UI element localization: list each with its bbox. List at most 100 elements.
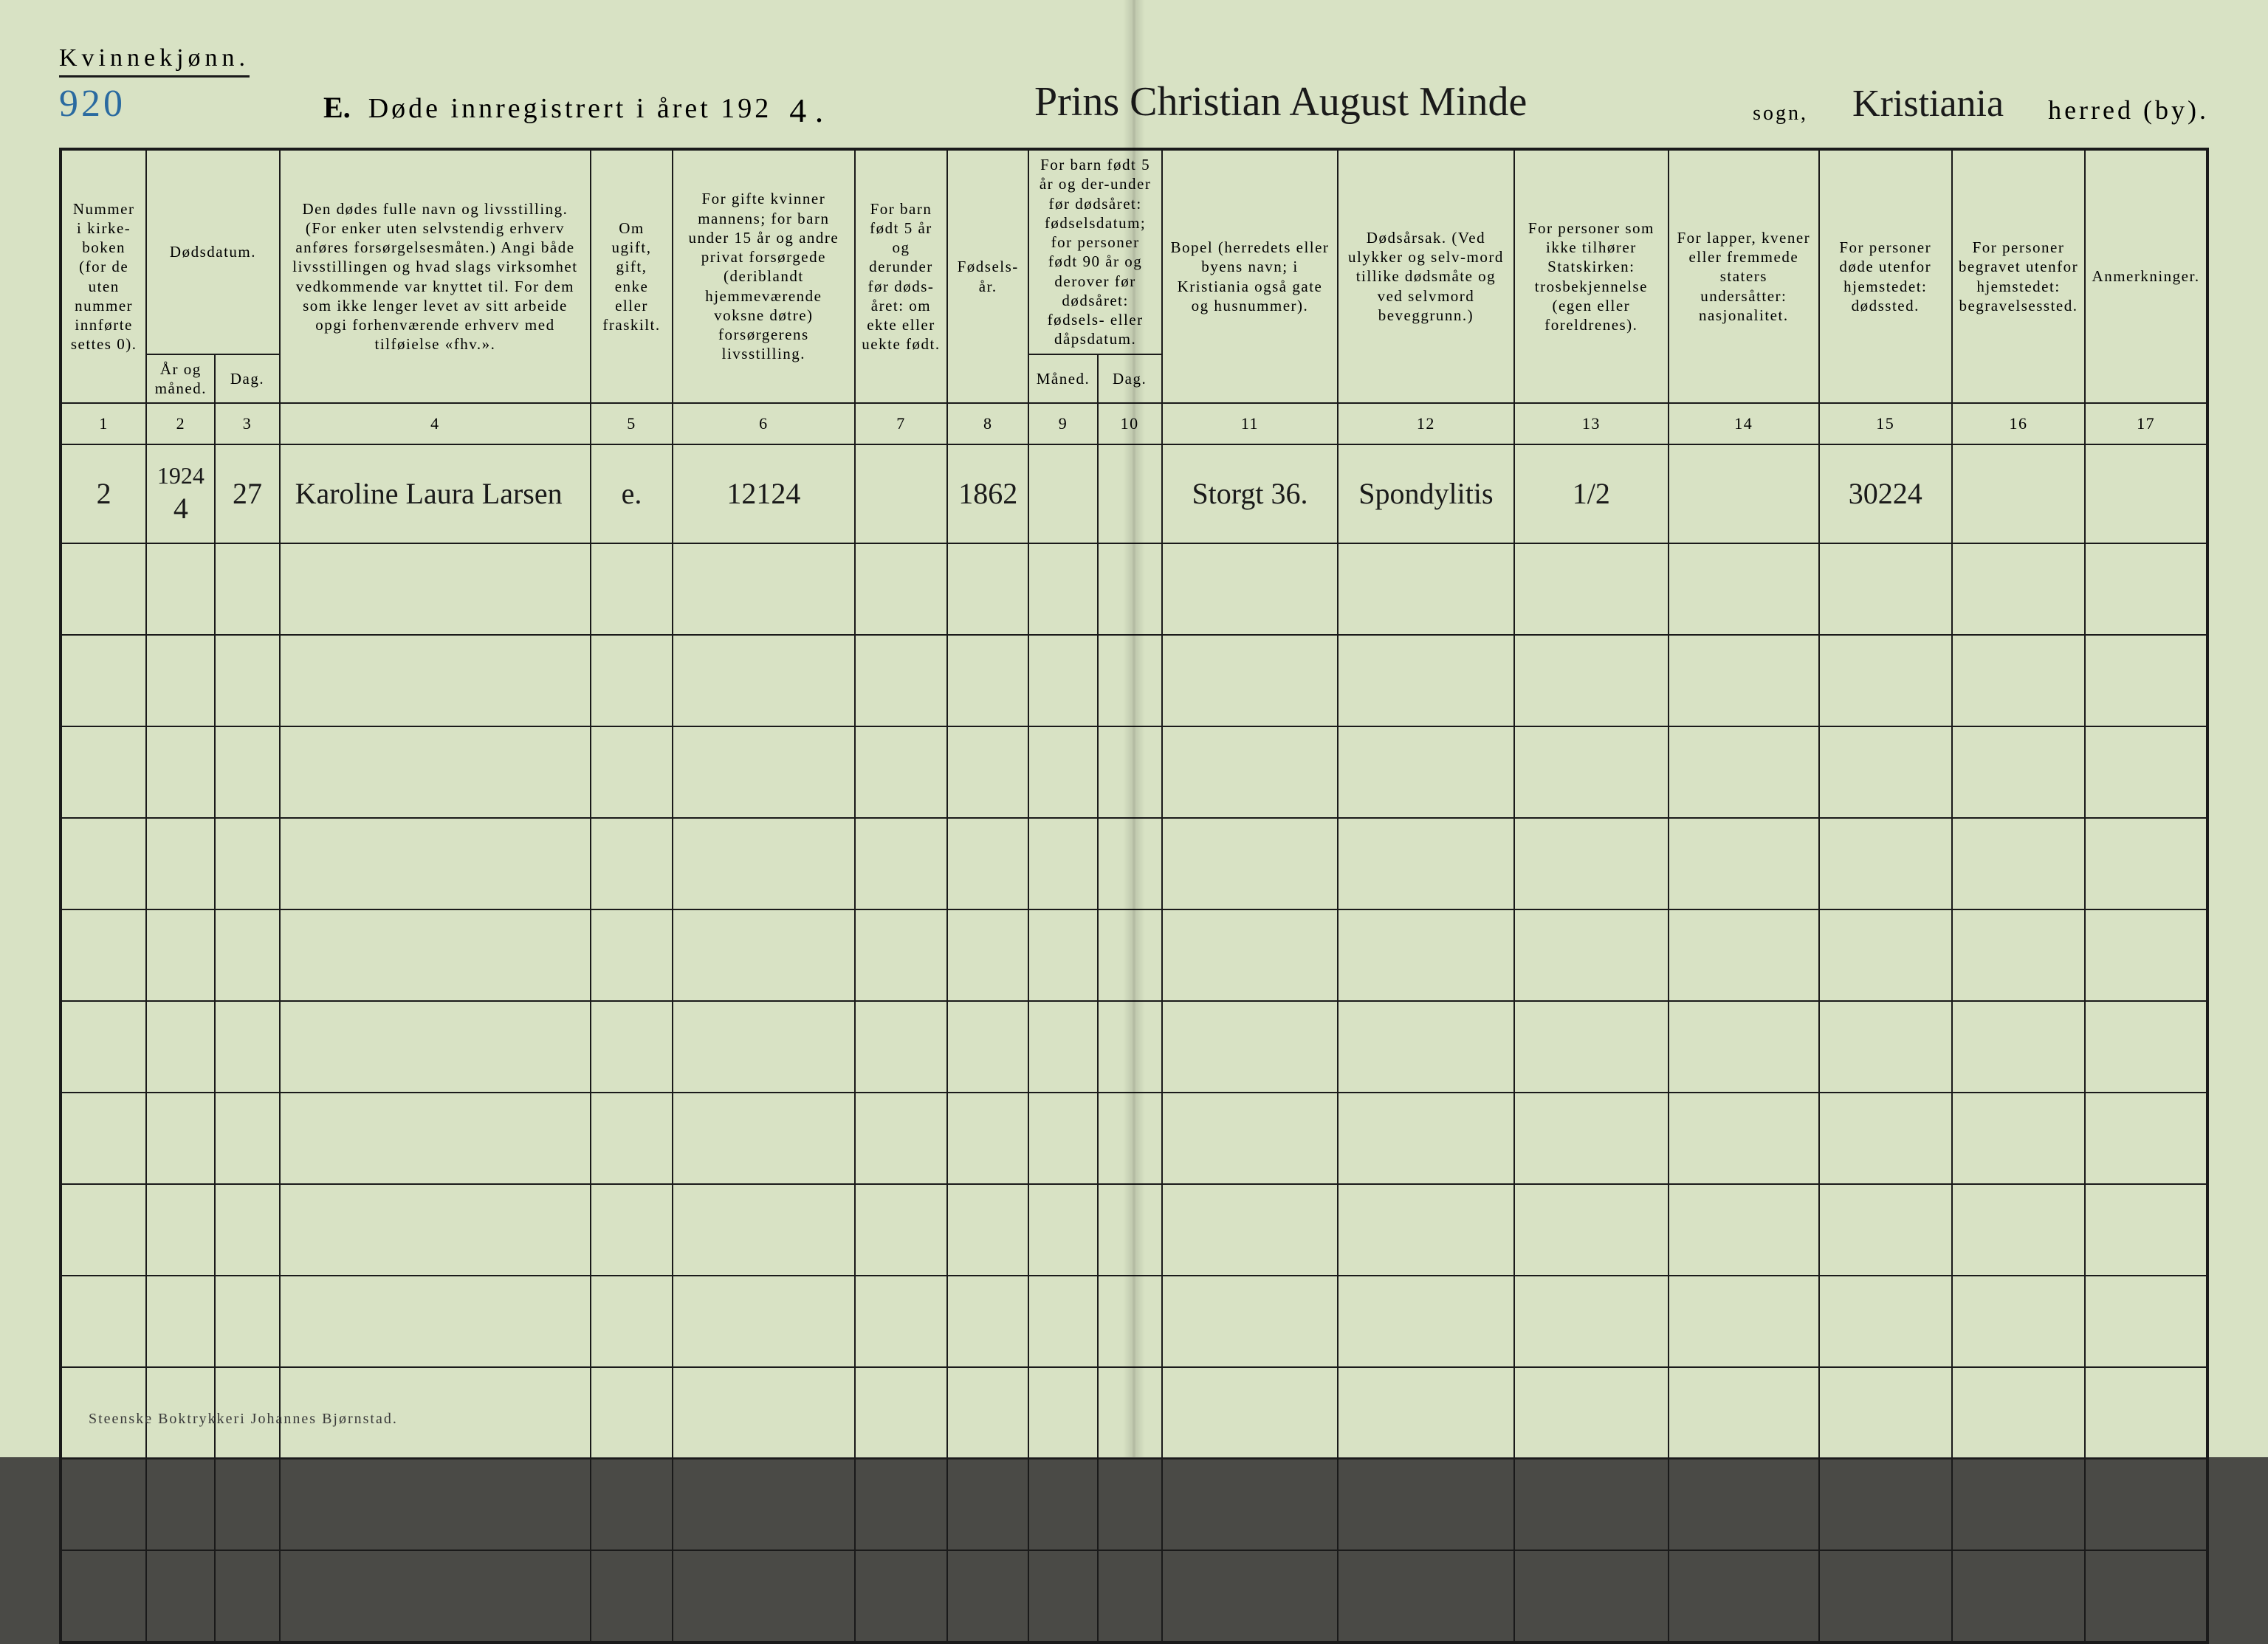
cell-empty [61,818,146,909]
col-header-faith: For personer som ikke tilhører Statskirk… [1514,149,1669,403]
cell-empty [855,1276,947,1367]
cell-empty [1819,1184,1952,1276]
cell-empty [591,1459,673,1550]
col-header-residence: Bopel (herredets eller byens navn; i Kri… [1162,149,1338,403]
cell-empty [1338,1550,1513,1643]
page-number: 920 [59,82,126,125]
table-row [61,818,2207,909]
cell-empty [1338,543,1513,635]
cell-empty [1514,1001,1669,1093]
cell-death-day: 27 [215,444,279,543]
document-page: Kvinnekjønn. 920 E. Døde innregistrert i… [0,0,2268,1457]
cell-empty [1669,818,1819,909]
cell-empty [215,1550,279,1643]
parish-name: Prins Christian August Minde [853,78,1708,125]
cell-number: 2 [61,444,146,543]
column-number: 14 [1669,403,1819,444]
cell-empty [1098,726,1162,818]
col-header-birth-day: Dag. [1098,354,1162,404]
col-header-legit: For barn født 5 år og derunder før døds-… [855,149,947,403]
cell-empty [1514,909,1669,1001]
cell-empty [61,1459,146,1550]
cell-remarks [2085,444,2207,543]
cell-empty [855,1001,947,1093]
cell-empty [146,1184,215,1276]
column-number: 11 [1162,403,1338,444]
cell-empty [146,543,215,635]
cell-empty [947,818,1029,909]
table-row [61,909,2207,1001]
cell-empty [1028,635,1097,726]
cell-empty [1514,1184,1669,1276]
cell-empty [1028,543,1097,635]
cell-empty [215,1184,279,1276]
cell-empty [146,1550,215,1643]
cell-empty [215,543,279,635]
cell-empty [947,1001,1029,1093]
cell-empty [2085,818,2207,909]
cell-empty [1952,635,2085,726]
cell-empty [146,1276,215,1367]
cell-birthyear: 1862 [947,444,1029,543]
cell-empty [146,726,215,818]
cell-empty [61,543,146,635]
cell-empty [280,1459,591,1550]
col-header-death-yearmonth: År og måned. [146,354,215,404]
cell-empty [1338,1001,1513,1093]
cell-empty [1098,1276,1162,1367]
cell-empty [215,1001,279,1093]
table-row [61,1001,2207,1093]
cell-empty [61,726,146,818]
cell-empty [1819,1001,1952,1093]
cell-empty [146,818,215,909]
cell-empty [1028,1093,1097,1184]
cell-empty [61,1184,146,1276]
col-header-number: Nummer i kirke-boken (for de uten nummer… [61,149,146,403]
cell-empty [1669,1001,1819,1093]
cell-empty [1098,909,1162,1001]
cell-empty [2085,635,2207,726]
cell-empty [1669,1367,1819,1459]
cell-empty [1952,1550,2085,1643]
cell-empty [1669,1459,1819,1550]
gender-block: Kvinnekjønn. 920 [59,44,250,125]
cell-empty [947,543,1029,635]
cell-empty [1028,1550,1097,1643]
cell-empty [2085,1093,2207,1184]
cell-empty [1819,543,1952,635]
cell-empty [947,1550,1029,1643]
cell-empty [1669,909,1819,1001]
cell-empty [1098,1459,1162,1550]
cell-empty [1162,1550,1338,1643]
cell-empty [1098,543,1162,635]
cell-empty [673,1550,855,1643]
cell-residence: Storgt 36. [1162,444,1338,543]
page-header: Kvinnekjønn. 920 E. Døde innregistrert i… [59,44,2209,125]
column-number: 16 [1952,403,2085,444]
cell-death-month: 19244 [146,444,215,543]
cell-empty [1514,1276,1669,1367]
cell-empty [1162,909,1338,1001]
cell-empty [2085,1459,2207,1550]
table-row [61,1184,2207,1276]
cell-empty [1514,726,1669,818]
cell-deathplace: 30224 [1819,444,1952,543]
cell-empty [2085,1276,2207,1367]
cell-empty [947,1367,1029,1459]
cell-empty [1514,818,1669,909]
gender-label: Kvinnekjønn. [59,44,250,78]
herred-label: herred (by). [2048,94,2209,125]
col-header-nationality: For lapper, kvener eller fremmede stater… [1669,149,1819,403]
cell-empty [61,1001,146,1093]
cell-empty [1819,1276,1952,1367]
cell-empty [1669,635,1819,726]
column-number: 15 [1819,403,1952,444]
cell-empty [673,635,855,726]
cell-empty [673,726,855,818]
cell-empty [1028,1459,1097,1550]
table-row [61,1550,2207,1643]
table-row [61,1459,2207,1550]
cell-empty [215,1093,279,1184]
title-text: Døde innregistrert i året 192 [368,92,772,125]
cell-empty [1338,1367,1513,1459]
